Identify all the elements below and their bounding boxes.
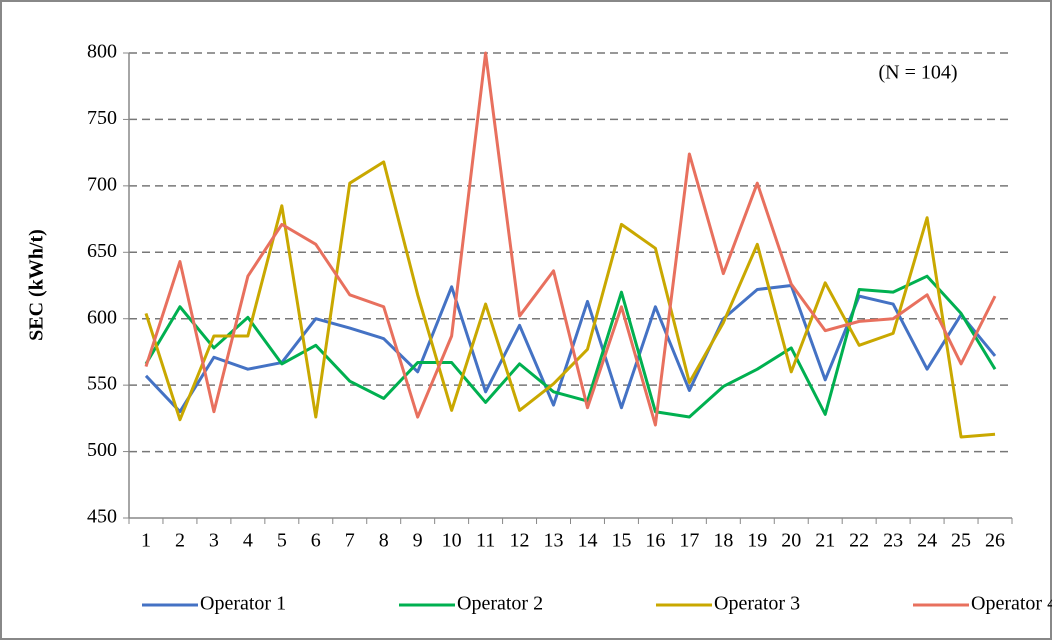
legend-label: Operator 1 <box>200 593 286 615</box>
y-tick-label: 800 <box>87 41 117 63</box>
y-tick-label: 550 <box>87 373 117 395</box>
x-tick-label: 1 <box>141 530 151 552</box>
x-tick-label: 25 <box>951 530 971 552</box>
x-tick-label: 15 <box>611 530 631 552</box>
x-tick-label: 5 <box>277 530 287 552</box>
x-tick-label: 14 <box>577 530 597 552</box>
x-tick-label: 2 <box>175 530 185 552</box>
y-tick-label: 450 <box>87 506 117 528</box>
x-tick-label: 3 <box>209 530 219 552</box>
annotation: (N = 104) <box>878 62 957 84</box>
y-tick-label: 650 <box>87 240 117 262</box>
x-tick-label: 9 <box>413 530 423 552</box>
x-tick-label: 16 <box>645 530 665 552</box>
x-tick-label: 11 <box>476 530 495 552</box>
x-tick-label: 12 <box>510 530 530 552</box>
x-tick-label: 18 <box>713 530 733 552</box>
x-tick-label: 21 <box>815 530 835 552</box>
x-tick-label: 22 <box>849 530 869 552</box>
x-tick-label: 26 <box>985 530 1005 552</box>
x-tick-label: 8 <box>379 530 389 552</box>
legend-label: Operator 2 <box>457 593 543 615</box>
series-line <box>144 274 997 419</box>
x-tick-label: 7 <box>345 530 355 552</box>
x-tick-label: 24 <box>917 530 937 552</box>
legend-label: Operator 4 <box>971 593 1052 615</box>
x-tick-label: 20 <box>781 530 801 552</box>
x-tick-label: 6 <box>311 530 321 552</box>
y-tick-label: 750 <box>87 107 117 129</box>
x-tick-label: 23 <box>883 530 903 552</box>
y-tick-label: 700 <box>87 173 117 195</box>
legend-label: Operator 3 <box>714 593 800 615</box>
y-axis-title: SEC (kWh/t) <box>26 229 48 341</box>
series-line <box>144 160 996 439</box>
x-tick-label: 13 <box>544 530 564 552</box>
x-tick-label: 4 <box>243 530 253 552</box>
x-tick-label: 10 <box>442 530 462 552</box>
y-tick-label: 500 <box>87 439 117 461</box>
y-tick-label: 600 <box>87 306 117 328</box>
x-tick-label: 19 <box>747 530 767 552</box>
x-tick-label: 17 <box>679 530 699 552</box>
series-line <box>144 51 997 427</box>
